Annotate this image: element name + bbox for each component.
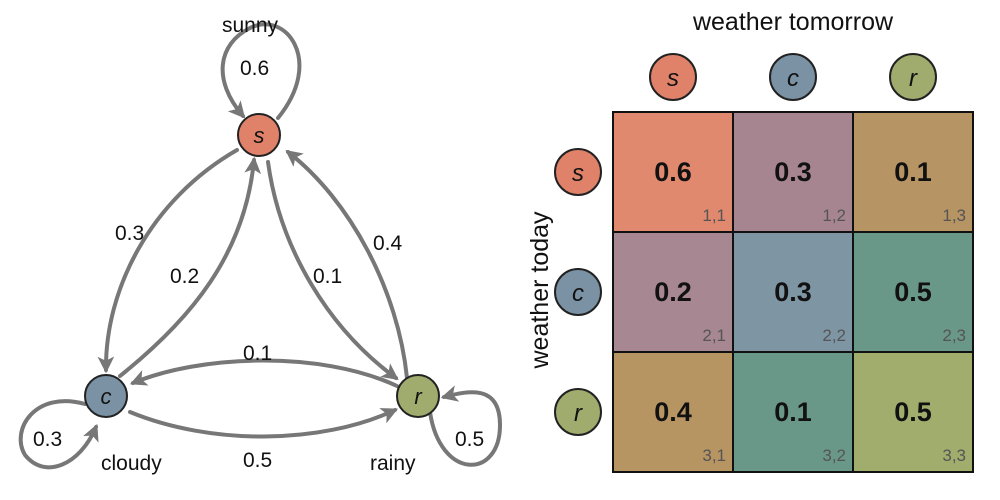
node-rainy-letter: r xyxy=(414,384,423,409)
matrix-row-headers: s c r xyxy=(554,148,602,436)
matrix-cell-2-2 xyxy=(732,231,854,353)
matrix-indices: 1,1 1,2 1,3 2,1 2,2 2,3 3,1 3,2 3,3 xyxy=(702,206,966,465)
node-sunny-letter: s xyxy=(254,123,265,148)
edge-label-c-r: 0.5 xyxy=(243,449,272,472)
row-header-sunny xyxy=(554,148,602,196)
matrix-cell-2-3 xyxy=(852,231,974,353)
row-header-sunny-letter: s xyxy=(572,160,584,187)
cell-index-1-3: 1,3 xyxy=(942,206,966,225)
cell-value-1-2: 0.3 xyxy=(774,157,812,187)
cell-value-2-2: 0.3 xyxy=(774,277,812,307)
edge-label-s-r: 0.1 xyxy=(313,265,342,288)
node-cloudy-name: cloudy xyxy=(101,452,162,475)
node-sunny: s sunny xyxy=(222,14,281,157)
cell-value-3-2: 0.1 xyxy=(774,397,812,427)
node-sunny-circle xyxy=(237,113,281,157)
edge-rainy-to-rainy xyxy=(428,385,503,467)
cell-value-1-3: 0.1 xyxy=(894,157,932,187)
row-header-cloudy xyxy=(554,268,602,316)
row-header-rainy-letter: r xyxy=(574,400,583,427)
edge-cloudy-to-sunny xyxy=(118,156,262,378)
node-rainy: r rainy xyxy=(370,374,440,475)
node-sunny-name: sunny xyxy=(222,14,279,37)
edge-label-c-c: 0.3 xyxy=(33,428,62,451)
cell-index-3-1: 3,1 xyxy=(702,446,726,465)
edge-label-r-c: 0.1 xyxy=(243,342,272,365)
matrix-cell-1-2 xyxy=(732,111,854,233)
row-header-cloudy-letter: c xyxy=(572,280,584,307)
column-header-sunny-letter: s xyxy=(667,65,679,92)
row-header-rainy xyxy=(554,388,602,436)
edge-label-r-s: 0.4 xyxy=(373,232,403,255)
cell-index-1-1: 1,1 xyxy=(702,206,726,225)
matrix-cell-2-1 xyxy=(612,231,734,353)
matrix-column-headers: s c r xyxy=(649,53,937,101)
edge-label-r-r: 0.5 xyxy=(455,428,484,451)
cell-value-2-1: 0.2 xyxy=(654,277,692,307)
matrix-column-title: weather tomorrow xyxy=(692,8,894,36)
edge-cloudy-to-rainy xyxy=(128,408,399,439)
column-header-rainy xyxy=(889,53,937,101)
matrix-cell-3-3 xyxy=(852,351,974,473)
edge-label-c-s: 0.2 xyxy=(170,265,199,288)
matrix-cell-1-1 xyxy=(612,111,734,233)
column-header-rainy-letter: r xyxy=(909,65,918,92)
cell-value-1-1: 0.6 xyxy=(654,157,692,187)
node-rainy-name: rainy xyxy=(370,452,416,475)
edge-labels: 0.6 0.3 0.2 0.1 0.4 0.1 0.5 0.3 0.5 xyxy=(33,57,484,472)
edge-label-s-c: 0.3 xyxy=(115,222,144,245)
edge-rainy-to-cloudy xyxy=(129,358,399,388)
column-header-cloudy-letter: c xyxy=(787,65,799,92)
edge-sunny-to-cloudy xyxy=(97,148,239,374)
cell-value-2-3: 0.5 xyxy=(894,277,932,307)
cell-value-3-1: 0.4 xyxy=(654,397,692,427)
cell-index-3-3: 3,3 xyxy=(942,446,966,465)
cell-value-3-3: 0.5 xyxy=(894,397,932,427)
edge-label-s-s: 0.6 xyxy=(240,57,269,80)
node-cloudy-circle xyxy=(84,374,128,418)
matrix-cell-3-2 xyxy=(732,351,854,473)
node-cloudy-letter: c xyxy=(101,384,112,409)
cell-index-2-1: 2,1 xyxy=(702,326,726,345)
cell-index-2-3: 2,3 xyxy=(942,326,966,345)
matrix-values: 0.6 0.3 0.1 0.2 0.3 0.5 0.4 0.1 0.5 xyxy=(654,157,932,427)
transition-matrix xyxy=(612,111,974,473)
state-diagram xyxy=(18,22,503,470)
matrix-cell-3-1 xyxy=(612,351,734,473)
cell-index-1-2: 1,2 xyxy=(822,206,846,225)
edge-sunny-to-sunny xyxy=(220,22,302,120)
cell-index-3-2: 3,2 xyxy=(822,446,846,465)
edge-cloudy-to-cloudy xyxy=(18,399,99,470)
column-header-cloudy xyxy=(769,53,817,101)
cell-index-2-2: 2,2 xyxy=(822,326,846,345)
column-header-sunny xyxy=(649,53,697,101)
matrix-row-title: weather today xyxy=(526,211,554,370)
node-cloudy: c cloudy xyxy=(84,374,162,475)
edge-rainy-to-sunny xyxy=(285,149,409,380)
node-rainy-circle xyxy=(396,374,440,418)
edge-sunny-to-rainy xyxy=(266,160,399,380)
